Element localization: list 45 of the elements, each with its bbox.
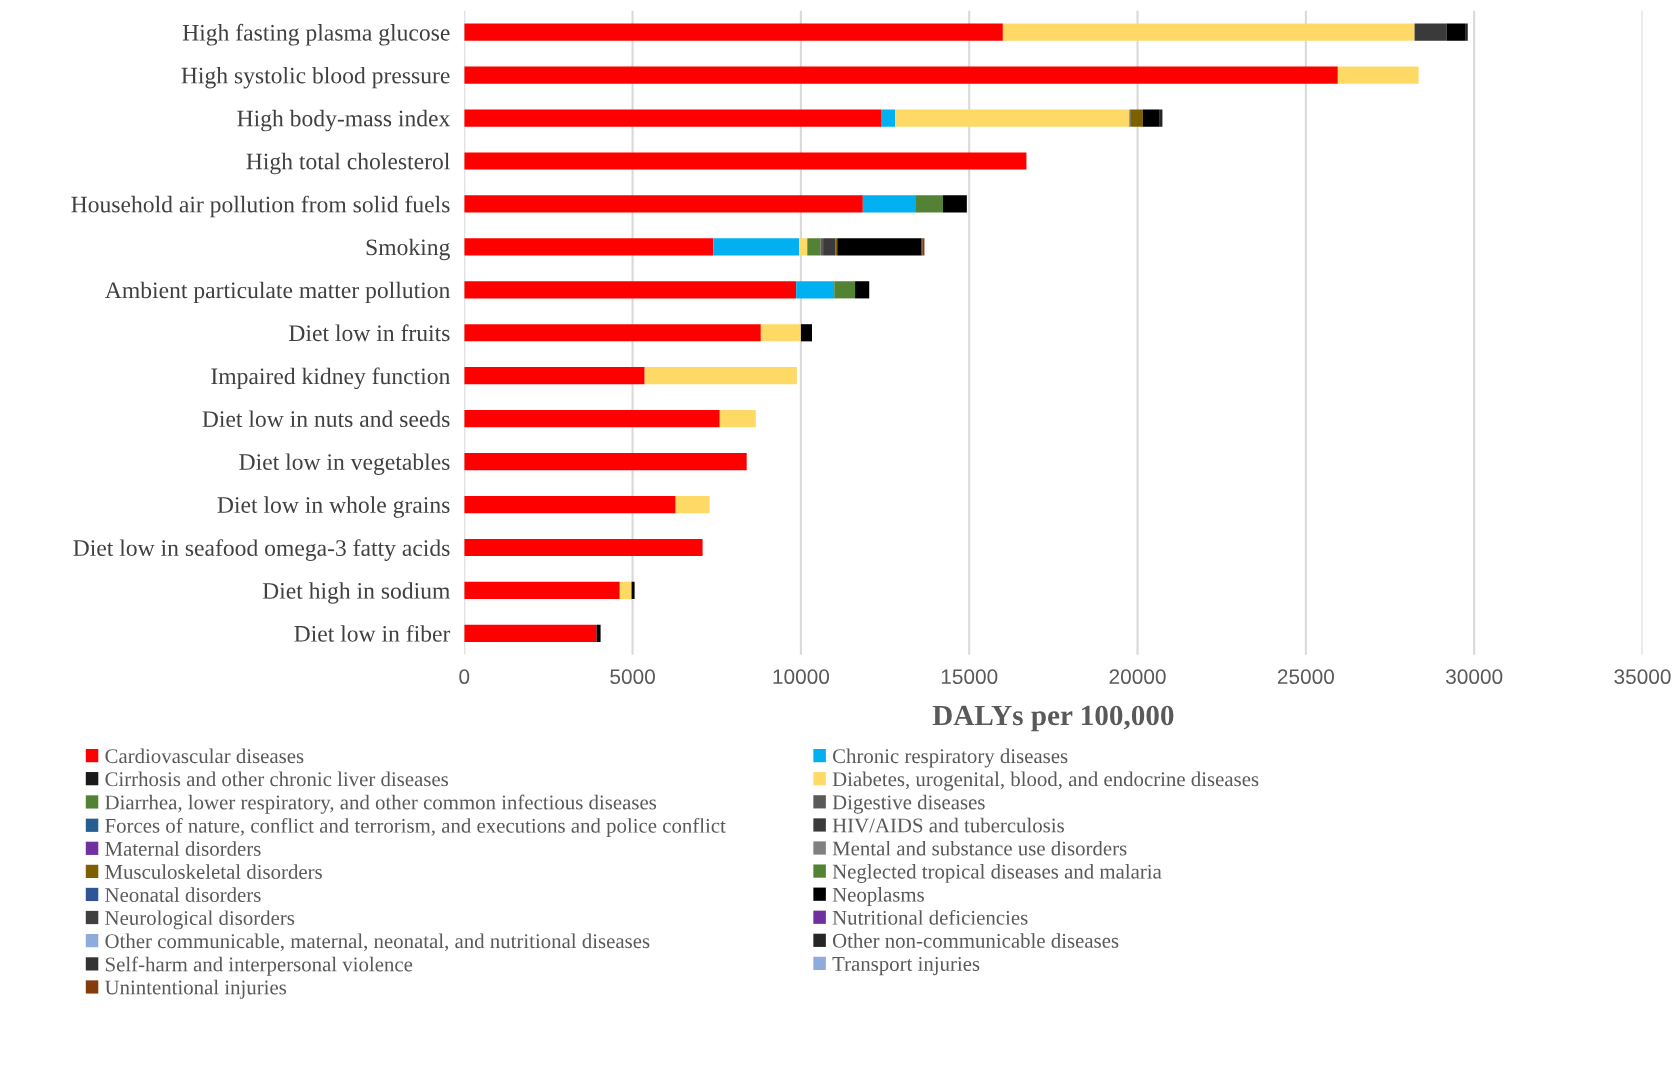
legend-label: Diabetes, urogenital, blood, and endocrine diseases: [832, 771, 1259, 791]
legend-label: Maternal disorders: [105, 841, 261, 856]
legend-label: Musculoskeletal disorders: [105, 864, 322, 879]
legend-label: Neglected tropical diseases and malaria: [832, 863, 1162, 883]
legend-label: Unintentional injuries: [104, 979, 287, 999]
y-tick-label: High fasting plasma glucose: [182, 23, 450, 46]
y-tick-label: High body-mass index: [237, 109, 451, 132]
legend-label: Chronic respiratory diseases: [832, 748, 1068, 768]
x-tick-label: 20000: [1109, 669, 1166, 685]
legend-label: Mental and substance use disorders: [832, 840, 1127, 856]
legend-label: Transport injuries: [832, 956, 980, 976]
legend-label: Digestive diseases: [832, 794, 985, 814]
y-tick-label: Ambient particulate matter pollution: [105, 281, 450, 304]
y-tick-label: High systolic blood pressure: [181, 66, 450, 89]
x-tick-label: 25000: [1277, 669, 1334, 685]
y-tick-label: Smoking: [366, 238, 450, 261]
legend-label: Forces of nature, conflict and terrorism, and executions and police conflict: [105, 817, 726, 838]
x-tick-label: 5000: [610, 669, 655, 685]
y-tick-label: Diet low in whole grains: [217, 496, 450, 518]
y-tick-label: Diet high in sodium: [262, 582, 450, 604]
x-tick-label: 10000: [773, 669, 830, 685]
y-tick-label: Diet low in fiber: [294, 624, 451, 642]
legend-label: Nutritional deficiencies: [832, 909, 1028, 925]
x-tick-label: 30000: [1445, 669, 1503, 685]
y-tick-label: Diet low in vegetables: [239, 453, 450, 475]
x-tick-label: 35000: [1614, 669, 1671, 685]
legend-label: Other non-communicable diseases: [832, 933, 1119, 948]
legend-label: Diarrhea, lower respiratory, and other common infectious diseases: [105, 794, 657, 814]
y-tick-label: Diet low in nuts and seeds: [202, 410, 450, 428]
y-tick-label: High total cholesterol: [246, 152, 450, 175]
x-axis-title: DALYs per 100,000: [932, 705, 1174, 732]
y-tick-label: Impaired kidney function: [211, 367, 450, 390]
x-tick-label: 0: [459, 669, 470, 685]
y-tick-label: Household air pollution from solid fuels: [71, 195, 450, 218]
legend-label: Neoplasms: [832, 887, 924, 906]
legend-label: Self-harm and interpersonal violence: [105, 956, 413, 976]
legend-label: HIV/AIDS and tuberculosis: [832, 817, 1064, 833]
y-tick-label: Diet low in seafood omega-3 fatty acids: [73, 539, 450, 561]
y-tick-label: Diet low in fruits: [289, 324, 450, 342]
legend-label: Cirrhosis and other chronic liver diseases: [105, 771, 449, 787]
legend-label: Neurological disorders: [105, 910, 295, 930]
legend-label: Other communicable, maternal, neonatal, and nutritional diseases: [105, 933, 650, 952]
x-tick-label: 15000: [941, 669, 998, 685]
legend-label: Neonatal disorders: [105, 887, 261, 902]
legend-label: Cardiovascular diseases: [105, 748, 304, 764]
